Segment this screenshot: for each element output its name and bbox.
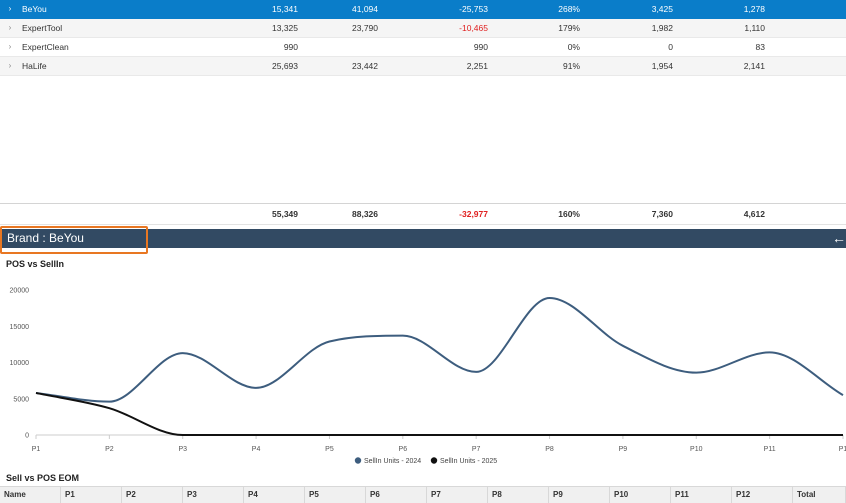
x-tick-label: P6 <box>399 446 408 453</box>
total-cell: 160% <box>558 209 580 219</box>
x-tick-label: P8 <box>545 446 554 453</box>
brand-summary-table: › BeYou 15,341 41,094 -25,753 268% 3,425 1,278 -… <box>0 0 846 76</box>
column-header[interactable]: P5 <box>305 487 366 503</box>
column-header[interactable]: P2 <box>122 487 183 503</box>
cell: 0 <box>668 42 673 52</box>
cell: 1,110 <box>744 23 765 33</box>
x-tick-label: P7 <box>472 446 481 453</box>
series-line-2 <box>35 391 843 436</box>
chevron-right-icon[interactable]: › <box>8 23 12 32</box>
cell: 41,094 <box>352 4 378 14</box>
x-tick-label: P1 <box>32 446 41 453</box>
column-header[interactable]: P9 <box>549 487 610 503</box>
column-header[interactable]: P6 <box>366 487 427 503</box>
x-tick-label: P5 <box>325 446 334 453</box>
cell: 1,278 <box>743 4 765 14</box>
x-tick-label: P9 <box>619 446 628 453</box>
row-name: ExpertClean <box>22 42 69 52</box>
cell: 13,325 <box>272 23 298 33</box>
pos-vs-sellin-chart: 0 5000 10000 15000 20000 P1 P2 P3 P4 P5 P6 P7 P8 P9 P1… <box>10 288 846 466</box>
table-row[interactable]: › ExpertTool 13,325 23,790 -10,465 179% 1,982 1… <box>0 19 846 38</box>
cell: 15,341 <box>272 4 298 14</box>
sell-vs-pos-header: Name P1 P2 P3 P4 P5 P6 P7 P8 P9 P10 P11 P12 Total <box>0 486 846 503</box>
total-cell: 4,612 <box>743 209 765 219</box>
cell: -10,465 <box>459 23 488 33</box>
x-tick-label: P11 <box>764 446 776 453</box>
row-name: BeYou <box>22 4 47 14</box>
brand-title: Brand : BeYou <box>7 231 84 245</box>
cell: 2,251 <box>466 61 488 71</box>
cell: 268% <box>558 4 580 14</box>
legend-marker <box>430 457 438 464</box>
y-tick-label: 0 <box>25 433 29 440</box>
x-tick-label: P3 <box>178 446 187 453</box>
cell: 2,141 <box>743 61 765 71</box>
x-tick-label: P1 <box>839 446 846 453</box>
column-header[interactable]: Name <box>0 487 61 503</box>
x-tick-label: P10 <box>690 446 703 453</box>
cell: 83 <box>755 42 765 52</box>
column-header[interactable]: P10 <box>610 487 671 503</box>
legend-marker <box>354 457 362 464</box>
table-row[interactable]: › ExpertClean 990 990 0% 0 83 <box>0 38 846 57</box>
total-cell: 88,326 <box>352 209 378 219</box>
cell: 3,425 <box>651 4 673 14</box>
row-name: ExpertTool <box>22 23 63 33</box>
cell: 23,790 <box>352 23 378 33</box>
cell: 23,442 <box>352 61 378 71</box>
cell: 990 <box>283 42 298 52</box>
cell: 990 <box>473 42 488 52</box>
y-tick-label: 20000 <box>10 288 30 295</box>
y-tick-label: 15000 <box>10 324 30 331</box>
column-header[interactable]: P11 <box>671 487 732 503</box>
cell: 1,954 <box>651 61 673 71</box>
legend-label: SellIn Units - 2024 <box>364 458 421 465</box>
column-header[interactable]: P4 <box>244 487 305 503</box>
series-line-1 <box>35 296 844 403</box>
cell: 25,693 <box>272 61 298 71</box>
chart-title: POS vs SellIn <box>6 259 65 269</box>
chevron-right-icon[interactable]: › <box>8 42 12 51</box>
cell: 179% <box>558 23 580 33</box>
y-tick-label: 10000 <box>10 360 30 367</box>
cell: 0% <box>567 42 580 52</box>
section-title-sell-vs-pos: Sell vs POS EOM <box>6 473 80 483</box>
column-header[interactable]: Total <box>793 487 846 503</box>
cell: -25,753 <box>459 4 488 14</box>
table-row[interactable]: ›BeYou15,34141,094-25,753268%3,4251,278-… <box>0 0 846 19</box>
y-tick-label: 5000 <box>13 396 29 403</box>
column-header[interactable]: P1 <box>61 487 122 503</box>
total-cell: -32,977 <box>459 209 488 219</box>
chevron-right-icon[interactable]: › <box>8 4 12 13</box>
x-tick-label: P4 <box>252 446 261 453</box>
cell: 91% <box>562 61 580 71</box>
brand-header-bar: Brand : BeYou ← <box>0 229 846 248</box>
row-name: HaLife <box>22 61 47 71</box>
total-cell: 7,360 <box>651 209 673 219</box>
total-cell: 55,349 <box>272 209 298 219</box>
legend-label: SellIn Units - 2025 <box>440 458 497 465</box>
cell: 1,982 <box>651 23 673 33</box>
x-tick-label: P2 <box>105 446 114 453</box>
chevron-right-icon[interactable]: › <box>8 61 12 70</box>
arrow-left-icon[interactable]: ← <box>832 230 846 246</box>
column-header[interactable]: P8 <box>488 487 549 503</box>
column-header[interactable]: P3 <box>183 487 244 503</box>
column-header[interactable]: P7 <box>427 487 488 503</box>
column-header[interactable]: P12 <box>732 487 793 503</box>
